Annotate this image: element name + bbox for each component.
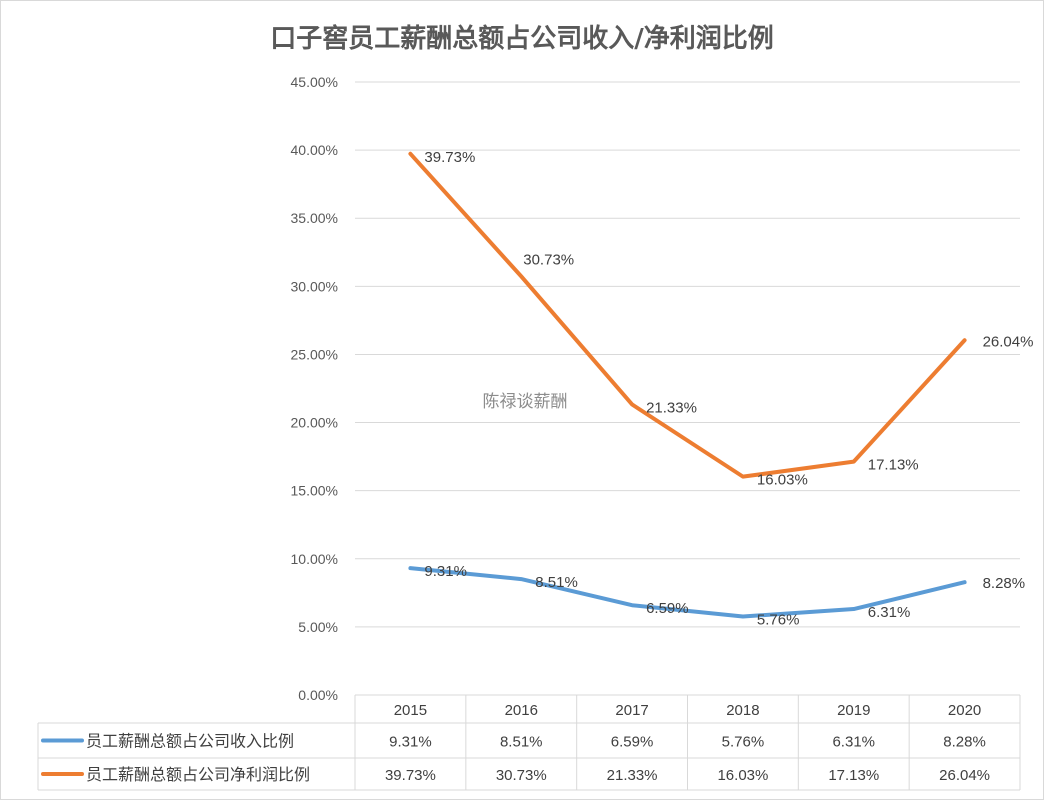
y-tick-label: 5.00% <box>298 619 338 635</box>
x-category-label: 2016 <box>505 702 538 719</box>
y-tick-label: 10.00% <box>291 551 338 567</box>
x-category-label: 2015 <box>394 702 427 719</box>
data-label: 6.31% <box>868 604 911 621</box>
y-tick-label: 20.00% <box>291 415 338 431</box>
y-tick-label: 25.00% <box>291 346 338 362</box>
series-line-2 <box>408 151 967 479</box>
table-cell: 9.31% <box>389 734 432 751</box>
y-tick-label: 45.00% <box>291 74 338 90</box>
table-cell: 6.59% <box>611 734 654 751</box>
table-cell: 8.51% <box>500 734 543 751</box>
table-cell: 26.04% <box>939 767 990 784</box>
y-tick-label: 40.00% <box>291 142 338 158</box>
table-cell: 17.13% <box>828 767 879 784</box>
table-cell: 39.73% <box>385 767 436 784</box>
y-tick-label: 0.00% <box>298 687 338 703</box>
table-cell: 5.76% <box>722 734 765 751</box>
data-label: 16.03% <box>757 472 808 489</box>
table-cell: 8.28% <box>943 734 986 751</box>
data-label: 17.13% <box>868 457 919 474</box>
data-label: 30.73% <box>523 251 574 268</box>
data-label: 21.33% <box>646 399 697 416</box>
watermark: 陈禄谈薪酬 <box>483 392 568 412</box>
data-label: 26.04% <box>983 333 1034 350</box>
x-category-label: 2018 <box>726 702 759 719</box>
table-cell: 16.03% <box>717 767 768 784</box>
x-category-label: 2020 <box>948 702 981 719</box>
data-label: 8.28% <box>983 575 1026 592</box>
table-cell: 21.33% <box>607 767 658 784</box>
y-tick-label: 15.00% <box>291 483 338 499</box>
data-label: 6.59% <box>646 600 689 617</box>
legend-label: 员工薪酬总额占公司净利润比例 <box>86 766 310 784</box>
y-tick-label: 35.00% <box>291 210 338 226</box>
series-line-1 <box>408 566 967 619</box>
legend-label: 员工薪酬总额占公司收入比例 <box>86 733 294 751</box>
data-label: 9.31% <box>424 563 467 580</box>
data-label: 5.76% <box>757 612 800 629</box>
table-cell: 6.31% <box>832 734 875 751</box>
x-category-label: 2019 <box>837 702 870 719</box>
x-category-label: 2017 <box>615 702 648 719</box>
chart-title: 口子窖员工薪酬总额占公司收入/净利润比例 <box>270 23 774 54</box>
data-label: 39.73% <box>424 149 475 166</box>
table-cell: 30.73% <box>496 767 547 784</box>
y-tick-label: 30.00% <box>291 278 338 294</box>
data-label: 8.51% <box>535 574 578 591</box>
